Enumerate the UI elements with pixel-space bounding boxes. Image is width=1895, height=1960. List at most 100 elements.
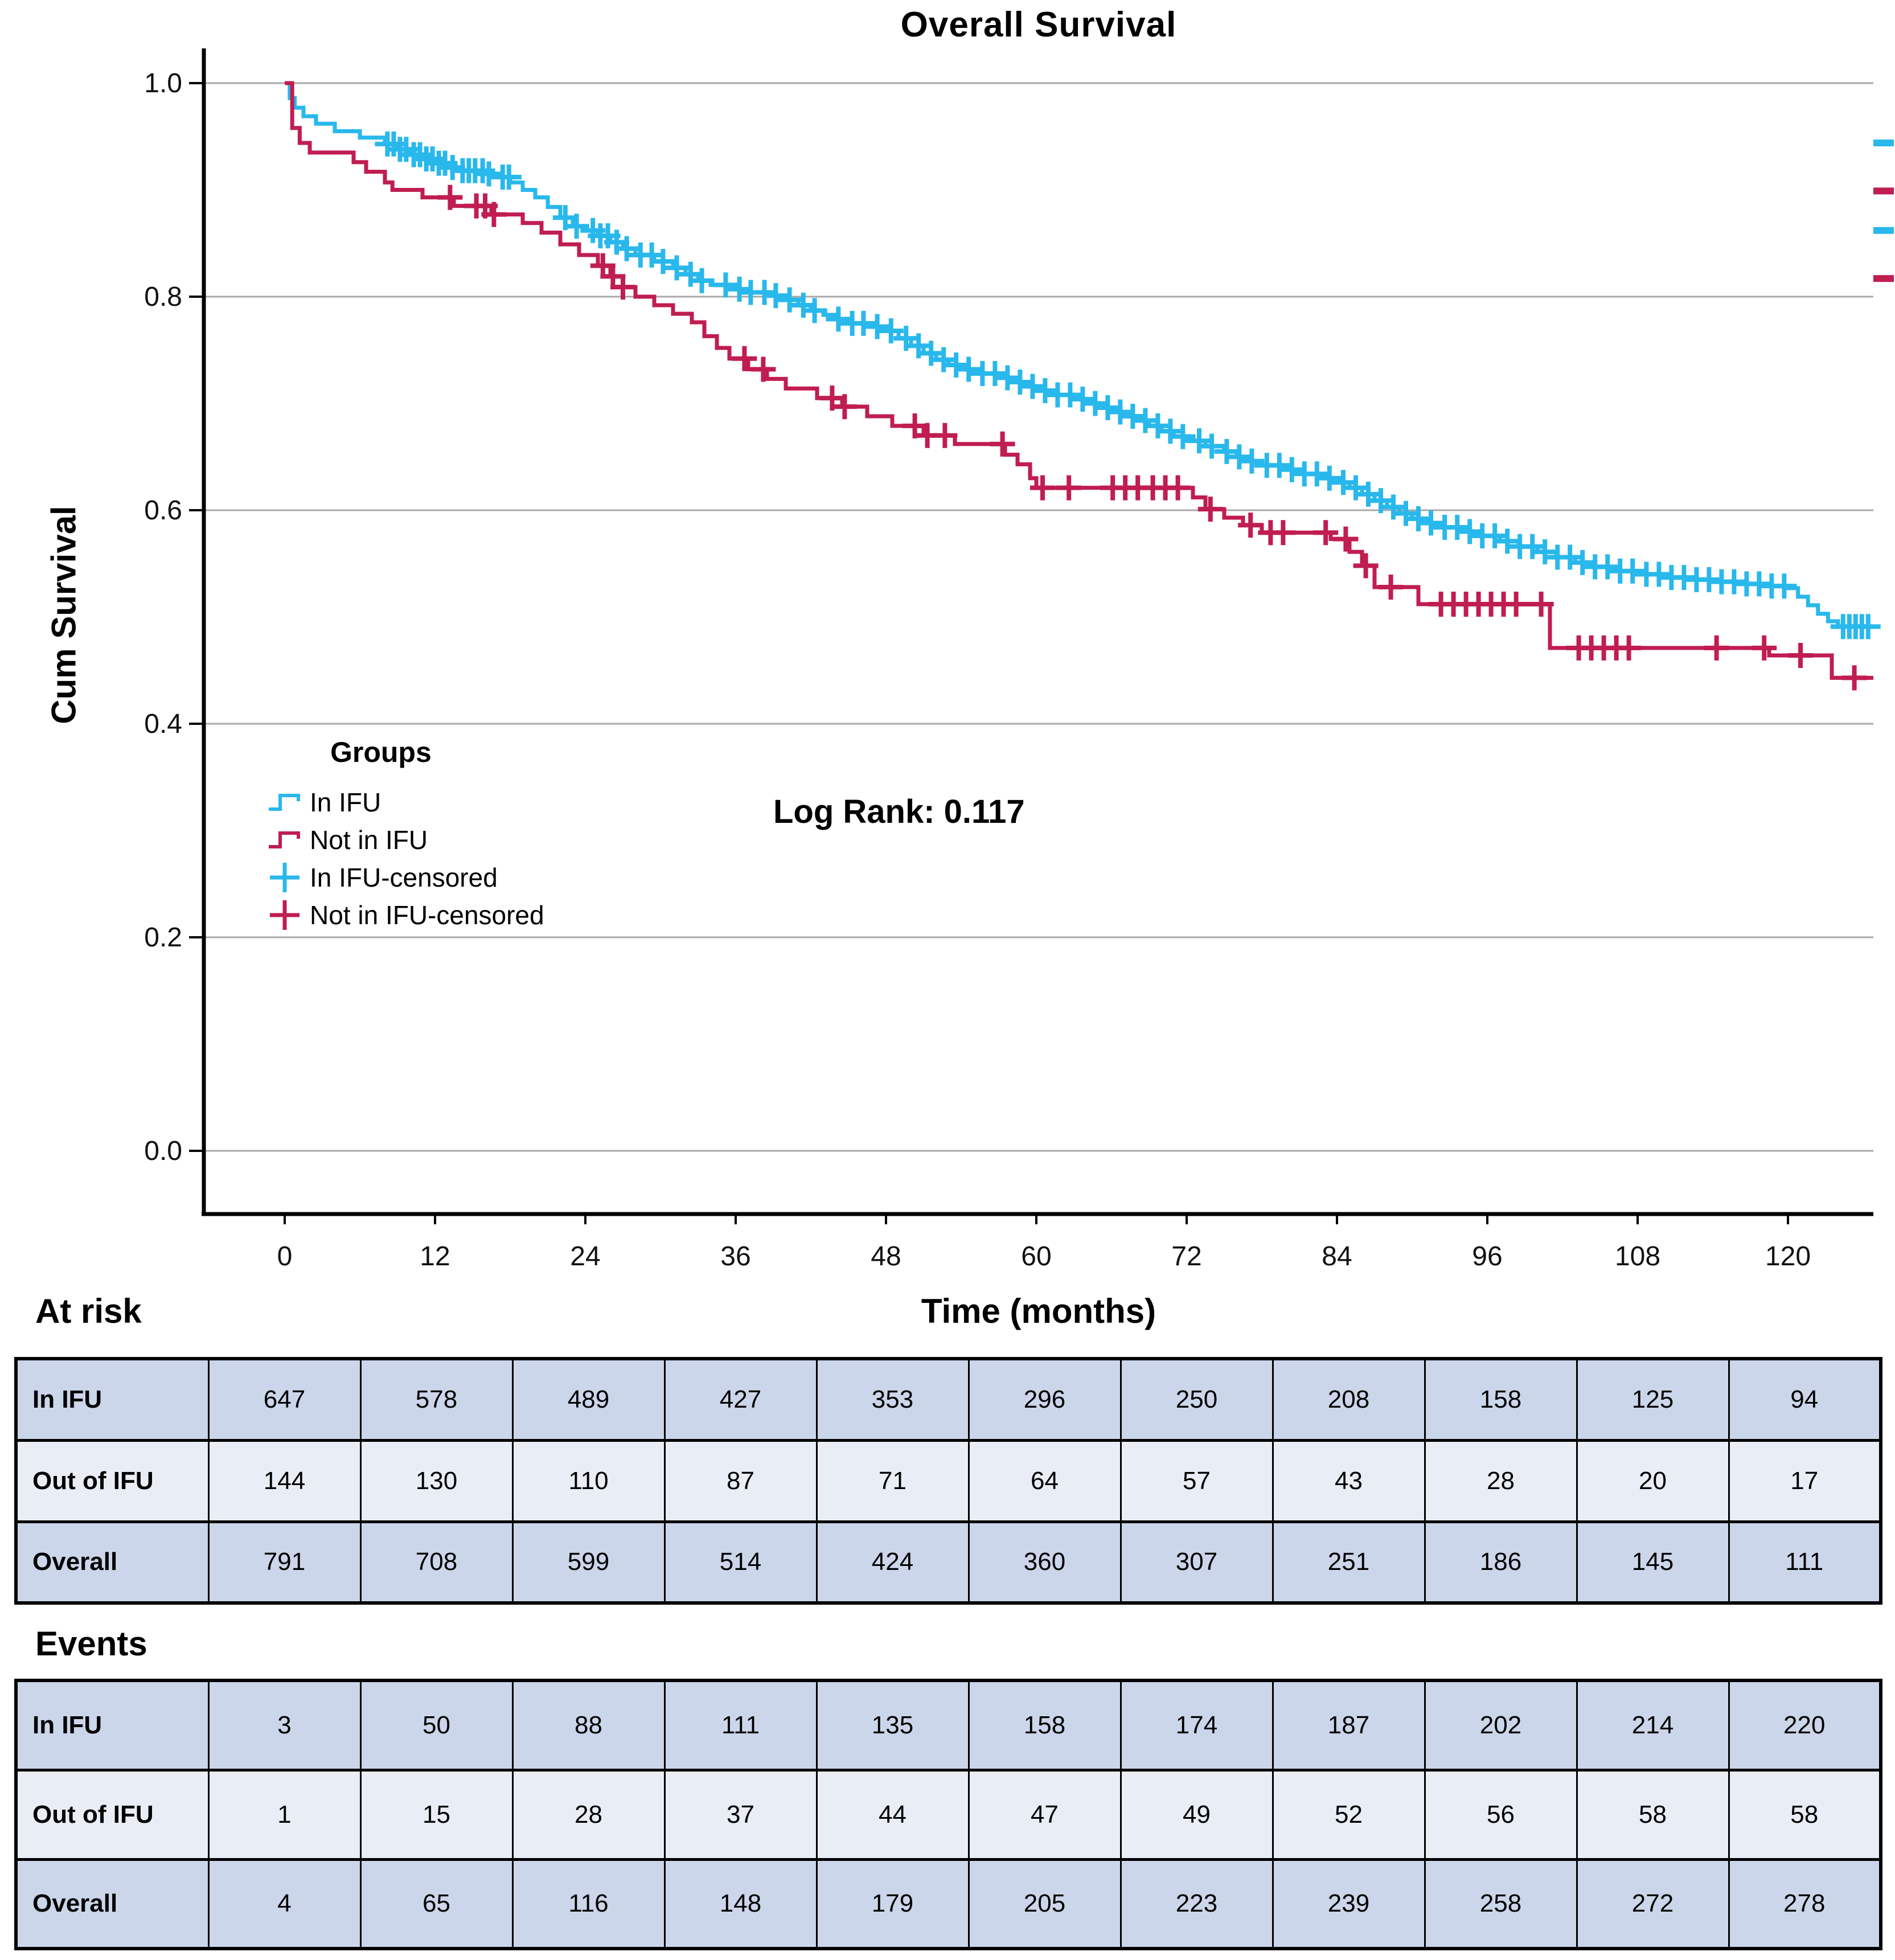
events-cell: 88	[511, 1679, 666, 1772]
at-risk-cell: 144	[207, 1438, 362, 1523]
legend-item-1: Not in IFU	[268, 821, 544, 859]
legend-item-3: Not in IFU-censored	[268, 896, 544, 934]
events-row-1: Out of IFU 1 15 28 37 44 47 49 52 56 58 58	[15, 1768, 1882, 1861]
events-cell: 37	[663, 1768, 818, 1861]
events-cell: 258	[1424, 1858, 1578, 1950]
survival-curve-in_ifu	[285, 81, 1869, 629]
at-risk-row-0: In IFU 647 578 489 427 353 296 250 208 158 125 94	[15, 1357, 1882, 1442]
events-cell: 174	[1119, 1679, 1274, 1772]
censor-plus-icon	[270, 863, 300, 892]
events-heading: Events	[35, 1625, 147, 1663]
at-risk-cell: 71	[815, 1438, 970, 1523]
events-cell: 28	[511, 1768, 666, 1861]
events-cell: 4	[207, 1858, 362, 1950]
events-cell: 220	[1728, 1679, 1882, 1772]
y-axis-label: Cum Survival	[44, 506, 83, 724]
at-risk-cell: 599	[511, 1520, 666, 1605]
at-risk-cell: 64	[967, 1438, 1122, 1523]
events-cell: 202	[1424, 1679, 1578, 1772]
legend-item-label: Not in IFU-censored	[310, 900, 544, 930]
y-tick-label: 0.4	[144, 709, 182, 739]
events-cell: 158	[967, 1679, 1122, 1772]
at-risk-cell: 307	[1119, 1520, 1274, 1605]
at-risk-cell: 296	[967, 1357, 1122, 1442]
at-risk-cell: 28	[1424, 1438, 1578, 1523]
x-tick-label: 36	[720, 1241, 750, 1272]
x-tick-label: 24	[570, 1241, 600, 1272]
step-line-icon	[269, 794, 300, 811]
events-cell: 15	[359, 1768, 514, 1861]
legend-item-label: Not in IFU	[310, 825, 428, 855]
at-risk-row-label: In IFU	[15, 1357, 210, 1442]
at-risk-cell: 186	[1424, 1520, 1578, 1605]
events-cell: 278	[1728, 1858, 1882, 1950]
y-tick-label: 0.6	[144, 495, 182, 526]
at-risk-cell: 360	[967, 1520, 1122, 1605]
events-cell: 148	[663, 1858, 818, 1950]
legend-item-2: In IFU-censored	[268, 859, 544, 896]
events-cell: 52	[1271, 1768, 1426, 1861]
at-risk-cell: 94	[1728, 1357, 1882, 1442]
km-plot: 1.0 0.8 0.6 0.4 0.2 0.0 0 12 24 36 48 60 72 84 96 108 12…	[144, 48, 1894, 1272]
events-cell: 116	[511, 1858, 666, 1950]
events-row-0: In IFU 3 50 88 111 135 158 174 187 202 214 220	[15, 1679, 1882, 1772]
legend-items: In IFU Not in IFU In IFU-censored Not in IF…	[268, 784, 544, 934]
x-tick-label: 48	[871, 1241, 901, 1272]
events-cell: 47	[967, 1768, 1122, 1861]
log-rank-annotation: Log Rank: 0.117	[773, 793, 1025, 830]
events-row-2: Overall 4 65 116 148 179 205 223 239 258 272 278	[15, 1858, 1882, 1950]
at-risk-cell: 250	[1119, 1357, 1274, 1442]
at-risk-cell: 43	[1271, 1438, 1426, 1523]
events-cell: 135	[815, 1679, 970, 1772]
survival-curve-not_in_ifu	[285, 81, 1873, 680]
at-risk-cell: 424	[815, 1520, 970, 1605]
at-risk-cell: 514	[663, 1520, 818, 1605]
y-tick-label: 0.0	[144, 1136, 182, 1166]
at-risk-cell: 251	[1271, 1520, 1426, 1605]
y-tick-label: 0.8	[144, 282, 182, 312]
legend-item-label: In IFU	[310, 788, 382, 817]
events-cell: 223	[1119, 1858, 1274, 1950]
at-risk-cell: 578	[359, 1357, 514, 1442]
step-line-icon	[269, 831, 300, 848]
legend-title: Groups	[330, 736, 432, 768]
events-cell: 1	[207, 1768, 362, 1861]
events-cell: 187	[1271, 1679, 1426, 1772]
at-risk-cell: 57	[1119, 1438, 1274, 1523]
x-tick-label: 108	[1615, 1241, 1660, 1272]
events-cell: 111	[663, 1679, 818, 1772]
x-tick-label: 120	[1765, 1241, 1811, 1272]
events-row-label: In IFU	[15, 1679, 210, 1772]
at-risk-row-label: Out of IFU	[15, 1438, 210, 1523]
events-table: In IFU 3 50 88 111 135 158 174 187 202 214 220 Out o…	[14, 1679, 1882, 1950]
x-axis-title: Time (months)	[921, 1292, 1156, 1330]
events-row-label: Overall	[15, 1858, 210, 1950]
events-cell: 205	[967, 1858, 1122, 1950]
at-risk-cell: 125	[1576, 1357, 1730, 1442]
at-risk-cell: 158	[1424, 1357, 1578, 1442]
at-risk-cell: 208	[1271, 1357, 1426, 1442]
legend: Groups In IFU Not in IFU In IFU-censored No…	[268, 736, 544, 934]
at-risk-cell: 87	[663, 1438, 818, 1523]
at-risk-cell: 791	[207, 1520, 362, 1605]
at-risk-row-1: Out of IFU 144 130 110 87 71 64 57 43 28 20 17	[15, 1438, 1882, 1523]
legend-item-label: In IFU-censored	[310, 863, 498, 892]
legend-item-0: In IFU	[268, 784, 544, 821]
x-tick-label: 0	[277, 1241, 293, 1272]
x-tick-label: 60	[1021, 1241, 1051, 1272]
events-cell: 44	[815, 1768, 970, 1861]
at-risk-cell: 647	[207, 1357, 362, 1442]
at-risk-cell: 489	[511, 1357, 666, 1442]
at-risk-cell: 110	[511, 1438, 666, 1523]
x-tick-label: 12	[420, 1241, 450, 1272]
at-risk-cell: 111	[1728, 1520, 1882, 1605]
x-tick-label: 96	[1472, 1241, 1502, 1272]
at-risk-row-label: Overall	[15, 1520, 210, 1605]
events-cell: 214	[1576, 1679, 1730, 1772]
events-cell: 272	[1576, 1858, 1730, 1950]
at-risk-row-2: Overall 791 708 599 514 424 360 307 251 186 145 111	[15, 1520, 1882, 1605]
at-risk-cell: 130	[359, 1438, 514, 1523]
x-tick-label: 72	[1171, 1241, 1201, 1272]
events-cell: 56	[1424, 1768, 1578, 1861]
